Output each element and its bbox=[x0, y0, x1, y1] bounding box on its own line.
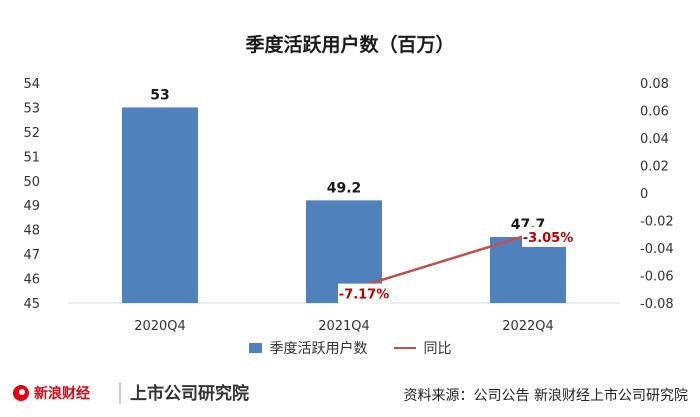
x-tick-label: 2021Q4 bbox=[318, 319, 370, 334]
line-value-label: -3.05% bbox=[523, 231, 574, 246]
x-tick-label: 2020Q4 bbox=[134, 319, 186, 334]
legend-line-swatch bbox=[393, 347, 416, 349]
legend-bar-label: 季度活跃用户数 bbox=[269, 341, 368, 357]
data-label-background bbox=[522, 226, 574, 247]
y-left-tick-label: 48 bbox=[23, 224, 40, 239]
brand-right-text: 上市公司研究院 bbox=[130, 383, 249, 404]
left-axis: 45 46 47 48 49 50 51 52 53 54 bbox=[23, 77, 40, 312]
y-right-tick-label: -0.08 bbox=[640, 297, 674, 312]
source-note: 资料来源：公司公告 新浪财经上市公司研究院 bbox=[403, 388, 688, 404]
bar-value-label: 53 bbox=[150, 87, 169, 103]
y-right-tick-label: -0.04 bbox=[640, 242, 674, 257]
line-series: -7.17% -3.05% bbox=[338, 226, 574, 304]
y-right-tick-label: 0.08 bbox=[640, 77, 669, 92]
chart-title: 季度活跃用户数（百万） bbox=[245, 34, 455, 56]
y-left-tick-label: 52 bbox=[23, 126, 40, 141]
y-right-tick-label: -0.02 bbox=[640, 215, 674, 230]
legend-line-label: 同比 bbox=[423, 341, 452, 357]
x-tick-label: 2022Q4 bbox=[502, 319, 554, 334]
yoy-line bbox=[343, 233, 529, 293]
right-axis: -0.08 -0.06 -0.04 -0.02 0 0.02 0.04 0.06 0.08 bbox=[640, 77, 674, 312]
y-right-tick-label: 0 bbox=[640, 187, 648, 202]
y-left-tick-label: 47 bbox=[23, 248, 40, 263]
data-label-background bbox=[338, 283, 390, 304]
brand-logo: 新浪财经 上市公司研究院 bbox=[13, 382, 249, 404]
bar bbox=[490, 237, 566, 303]
y-left-tick-label: 45 bbox=[23, 297, 40, 312]
x-axis: 2020Q4 2021Q4 2022Q4 bbox=[134, 319, 554, 334]
y-right-tick-label: 0.02 bbox=[640, 160, 669, 175]
y-right-tick-label: 0.04 bbox=[640, 132, 669, 147]
y-left-tick-label: 50 bbox=[23, 175, 40, 190]
y-right-tick-label: 0.06 bbox=[640, 105, 669, 120]
bar-value-label: 49.2 bbox=[327, 180, 362, 196]
y-left-tick-label: 53 bbox=[23, 101, 40, 116]
y-left-tick-label: 54 bbox=[23, 77, 40, 92]
line-value-label: -7.17% bbox=[339, 288, 390, 303]
y-right-tick-label: -0.06 bbox=[640, 270, 674, 285]
y-left-tick-label: 46 bbox=[23, 273, 40, 288]
legend-bar-swatch bbox=[248, 343, 262, 353]
legend: 季度活跃用户数 同比 bbox=[0, 338, 700, 358]
bar bbox=[122, 107, 198, 303]
y-left-tick-label: 51 bbox=[23, 150, 40, 165]
footer-brand: 新浪财经 上市公司研究院 bbox=[8, 378, 258, 408]
brand-left-text: 新浪财经 bbox=[34, 385, 90, 402]
y-left-tick-label: 49 bbox=[23, 199, 40, 214]
